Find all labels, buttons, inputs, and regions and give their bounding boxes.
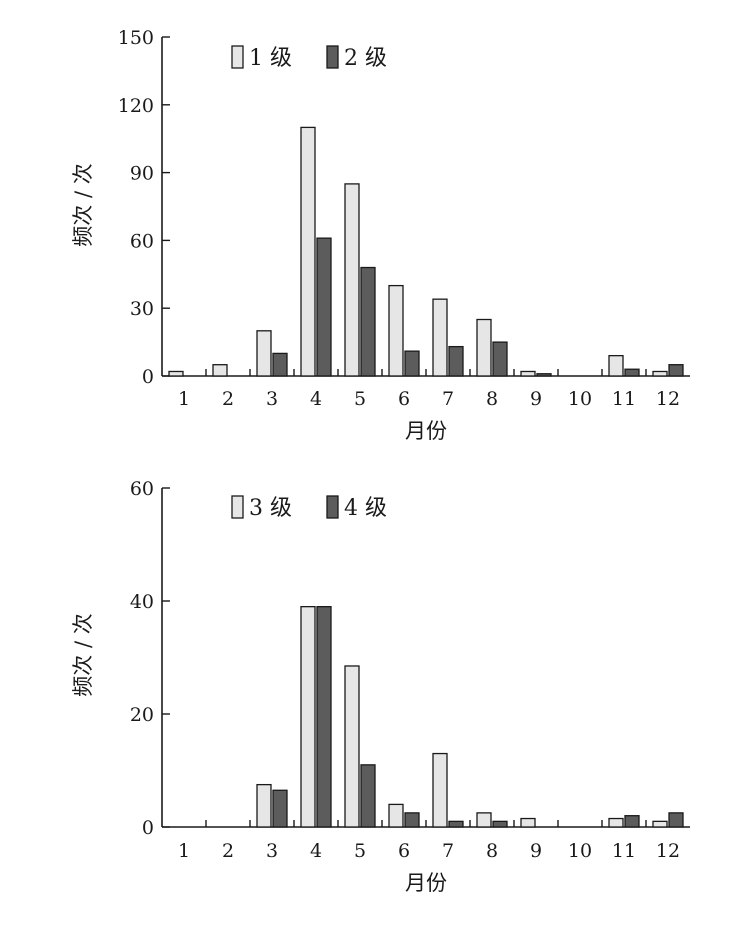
x-tick-label: 1 [178, 388, 190, 410]
y-tick-label: 90 [130, 163, 154, 185]
bar-dark-month-7 [448, 820, 464, 828]
legend-swatch [231, 495, 244, 519]
bar-dark-month-4 [316, 606, 332, 828]
x-tick-label: 2 [222, 388, 234, 410]
legend-swatch [231, 45, 244, 69]
bar-light-month-12 [652, 820, 668, 828]
x-tick-label: 6 [398, 840, 410, 862]
bar-dark-month-12 [668, 364, 684, 377]
x-tick-label: 4 [310, 388, 322, 410]
y-tick-label: 60 [130, 478, 154, 500]
x-tick-label: 10 [568, 840, 592, 862]
bar-dark-month-11 [624, 368, 640, 377]
bar-light-month-3 [256, 330, 272, 377]
x-tick-label: 9 [530, 388, 542, 410]
x-axis-title: 月份 [405, 419, 447, 443]
bar-light-month-7 [432, 752, 448, 828]
bar-dark-month-7 [448, 345, 464, 377]
bar-light-month-6 [388, 803, 404, 828]
bar-light-month-9 [520, 370, 536, 377]
x-tick-label: 11 [612, 388, 636, 410]
bar-light-month-4 [300, 126, 316, 377]
bar-light-month-11 [608, 355, 624, 377]
bar-light-month-12 [652, 370, 668, 377]
bar-dark-month-5 [360, 266, 376, 377]
x-tick-label: 5 [354, 388, 366, 410]
y-axis-title: 频次 / 次 [71, 163, 95, 246]
bar-light-month-8 [476, 318, 492, 377]
x-tick-label: 1 [178, 840, 190, 862]
x-tick-label: 8 [486, 840, 498, 862]
bar-light-month-8 [476, 812, 492, 828]
legend-label: 2 级 [344, 46, 387, 71]
bar-dark-month-4 [316, 237, 332, 377]
bar-dark-month-6 [404, 350, 420, 377]
bar-light-month-7 [432, 298, 448, 377]
x-tick-label: 12 [656, 840, 680, 862]
legend-label: 1 级 [249, 46, 292, 71]
bar-dark-month-5 [360, 764, 376, 828]
x-tick-label: 12 [656, 388, 680, 410]
x-tick-label: 2 [222, 840, 234, 862]
bar-dark-month-12 [668, 812, 684, 828]
bar-dark-month-8 [492, 341, 508, 377]
bar-dark-month-3 [272, 352, 288, 377]
bar-light-month-3 [256, 783, 272, 828]
bar-light-month-6 [388, 284, 404, 377]
bar-light-month-4 [300, 606, 316, 828]
x-tick-label: 11 [612, 840, 636, 862]
legend-label: 4 级 [344, 496, 387, 521]
bar-dark-month-11 [624, 815, 640, 828]
y-tick-label: 120 [118, 95, 154, 117]
x-tick-label: 5 [354, 840, 366, 862]
bar-light-month-5 [344, 183, 360, 377]
y-axis-title: 频次 / 次 [71, 613, 95, 696]
bar-dark-month-6 [404, 812, 420, 828]
bar-light-month-11 [608, 817, 624, 828]
legend-swatch [326, 495, 339, 519]
bar-light-month-1 [168, 370, 184, 377]
y-tick-label: 150 [118, 27, 154, 49]
bar-dark-month-3 [272, 789, 288, 828]
x-tick-label: 10 [568, 388, 592, 410]
y-tick-label: 0 [142, 366, 154, 388]
y-tick-label: 0 [142, 817, 154, 839]
bar-light-month-5 [344, 665, 360, 828]
y-tick-label: 60 [130, 230, 154, 252]
x-tick-label: 3 [266, 840, 278, 862]
x-tick-label: 8 [486, 388, 498, 410]
y-tick-label: 20 [130, 704, 154, 726]
bar-dark-month-8 [492, 820, 508, 828]
x-tick-label: 9 [530, 840, 542, 862]
legend-swatch [326, 45, 339, 69]
bar-dark-month-9 [536, 373, 552, 377]
x-tick-label: 4 [310, 840, 322, 862]
x-axis-title: 月份 [405, 871, 447, 895]
y-tick-label: 40 [130, 591, 154, 613]
x-tick-label: 7 [442, 388, 454, 410]
x-tick-label: 6 [398, 388, 410, 410]
y-tick-label: 30 [130, 298, 154, 320]
legend-label: 3 级 [249, 496, 292, 521]
bar-light-month-9 [520, 817, 536, 828]
bar-light-month-2 [212, 364, 228, 377]
x-tick-label: 7 [442, 840, 454, 862]
x-tick-label: 3 [266, 388, 278, 410]
